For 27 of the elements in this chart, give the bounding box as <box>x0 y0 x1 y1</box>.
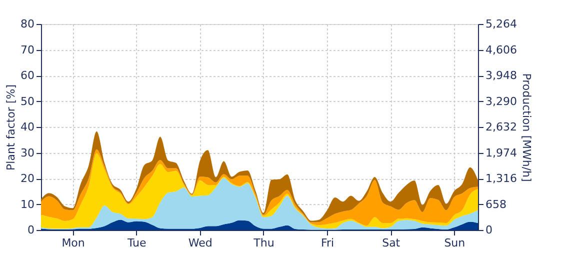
y-axis-title: Plant factor [%] <box>4 84 18 170</box>
y2-tick-label: 3,290 <box>486 94 517 108</box>
y2-axis-title: Production [MWh/h] <box>520 73 533 182</box>
y2-tick-label: 4,606 <box>486 43 517 56</box>
y-tick-label: 50 <box>20 94 34 108</box>
y2-tick-label: 0 <box>486 224 492 236</box>
y2-tick-label: 658 <box>486 198 506 211</box>
x-tick-label: Thu <box>252 236 274 250</box>
x-tick-label: Mon <box>62 236 85 250</box>
x-tick-label: Fri <box>320 236 334 250</box>
y2-tick-label: 3,948 <box>486 69 517 82</box>
y-tick-label: 40 <box>20 120 34 134</box>
y-tick-label: 10 <box>20 198 34 211</box>
x-tick-label: Wed <box>188 236 212 250</box>
y-tick-label: 60 <box>20 69 34 82</box>
y2-tick-label: 5,264 <box>486 18 517 30</box>
y-tick-label: 70 <box>20 43 34 56</box>
y-tick-label: 0 <box>28 224 34 236</box>
x-tick-label: Sun <box>444 236 466 250</box>
x-tick-label: Tue <box>126 236 146 250</box>
y-tick-label: 30 <box>20 146 34 160</box>
y-tick-label: 20 <box>20 172 34 185</box>
y2-tick-label: 1,316 <box>486 172 517 185</box>
y2-tick-label: 1,974 <box>486 146 517 160</box>
x-tick-label: Sat <box>382 236 401 250</box>
y-tick-label: 80 <box>20 18 34 30</box>
y2-tick-label: 2,632 <box>486 120 517 134</box>
